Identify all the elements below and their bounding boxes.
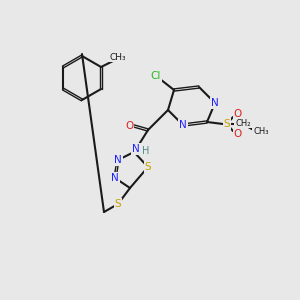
Text: S: S (224, 119, 230, 129)
Text: N: N (211, 98, 219, 108)
Text: Cl: Cl (151, 71, 161, 81)
Text: N: N (114, 155, 122, 165)
Text: CH₃: CH₃ (110, 52, 126, 62)
Text: O: O (125, 121, 133, 131)
Text: O: O (234, 109, 242, 119)
Text: CH₂: CH₂ (235, 118, 251, 127)
Text: N: N (132, 144, 140, 154)
Text: O: O (234, 129, 242, 139)
Text: H: H (142, 146, 150, 156)
Text: S: S (115, 199, 121, 209)
Text: N: N (111, 173, 119, 183)
Text: CH₃: CH₃ (253, 128, 269, 136)
Text: S: S (145, 162, 151, 172)
Text: N: N (179, 120, 187, 130)
